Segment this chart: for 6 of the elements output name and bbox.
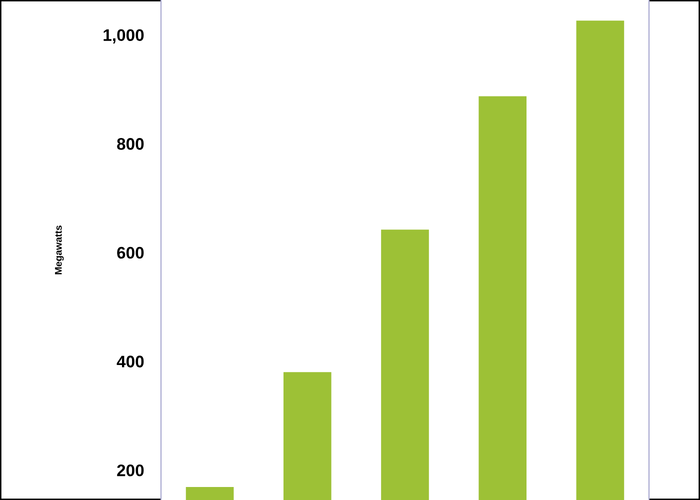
y-tick-label: 1,000 [104,29,144,44]
y-tick-label: 400 [116,356,144,368]
y-axis-title: Megawatts [54,226,64,274]
y-tick-label: 600 [117,246,144,259]
y-tick-label: 800 [117,138,144,150]
y-tick-label: 200 [117,464,144,476]
